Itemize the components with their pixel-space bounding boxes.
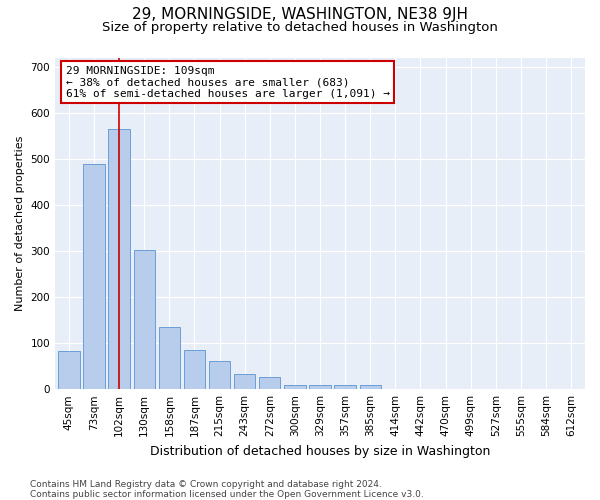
Bar (259, 377, 280, 389)
Text: Size of property relative to detached houses in Washington: Size of property relative to detached ho… (102, 21, 498, 34)
X-axis label: Distribution of detached houses by size in Washington: Distribution of detached houses by size … (150, 444, 490, 458)
Bar (284, 384, 305, 389)
Bar (359, 384, 381, 389)
Bar (109, 129, 130, 389)
Text: 29, MORNINGSIDE, WASHINGTON, NE38 9JH: 29, MORNINGSIDE, WASHINGTON, NE38 9JH (132, 8, 468, 22)
Bar (58, 352, 80, 389)
Bar (334, 385, 356, 389)
Bar (83, 164, 104, 389)
Bar (234, 374, 256, 389)
Bar (134, 250, 155, 389)
Bar (310, 384, 331, 389)
Text: 29 MORNINGSIDE: 109sqm
← 38% of detached houses are smaller (683)
61% of semi-de: 29 MORNINGSIDE: 109sqm ← 38% of detached… (65, 66, 389, 99)
Bar (184, 350, 205, 389)
Bar (209, 360, 230, 389)
Y-axis label: Number of detached properties: Number of detached properties (15, 136, 25, 311)
Bar (158, 327, 180, 389)
Text: Contains HM Land Registry data © Crown copyright and database right 2024.
Contai: Contains HM Land Registry data © Crown c… (30, 480, 424, 499)
